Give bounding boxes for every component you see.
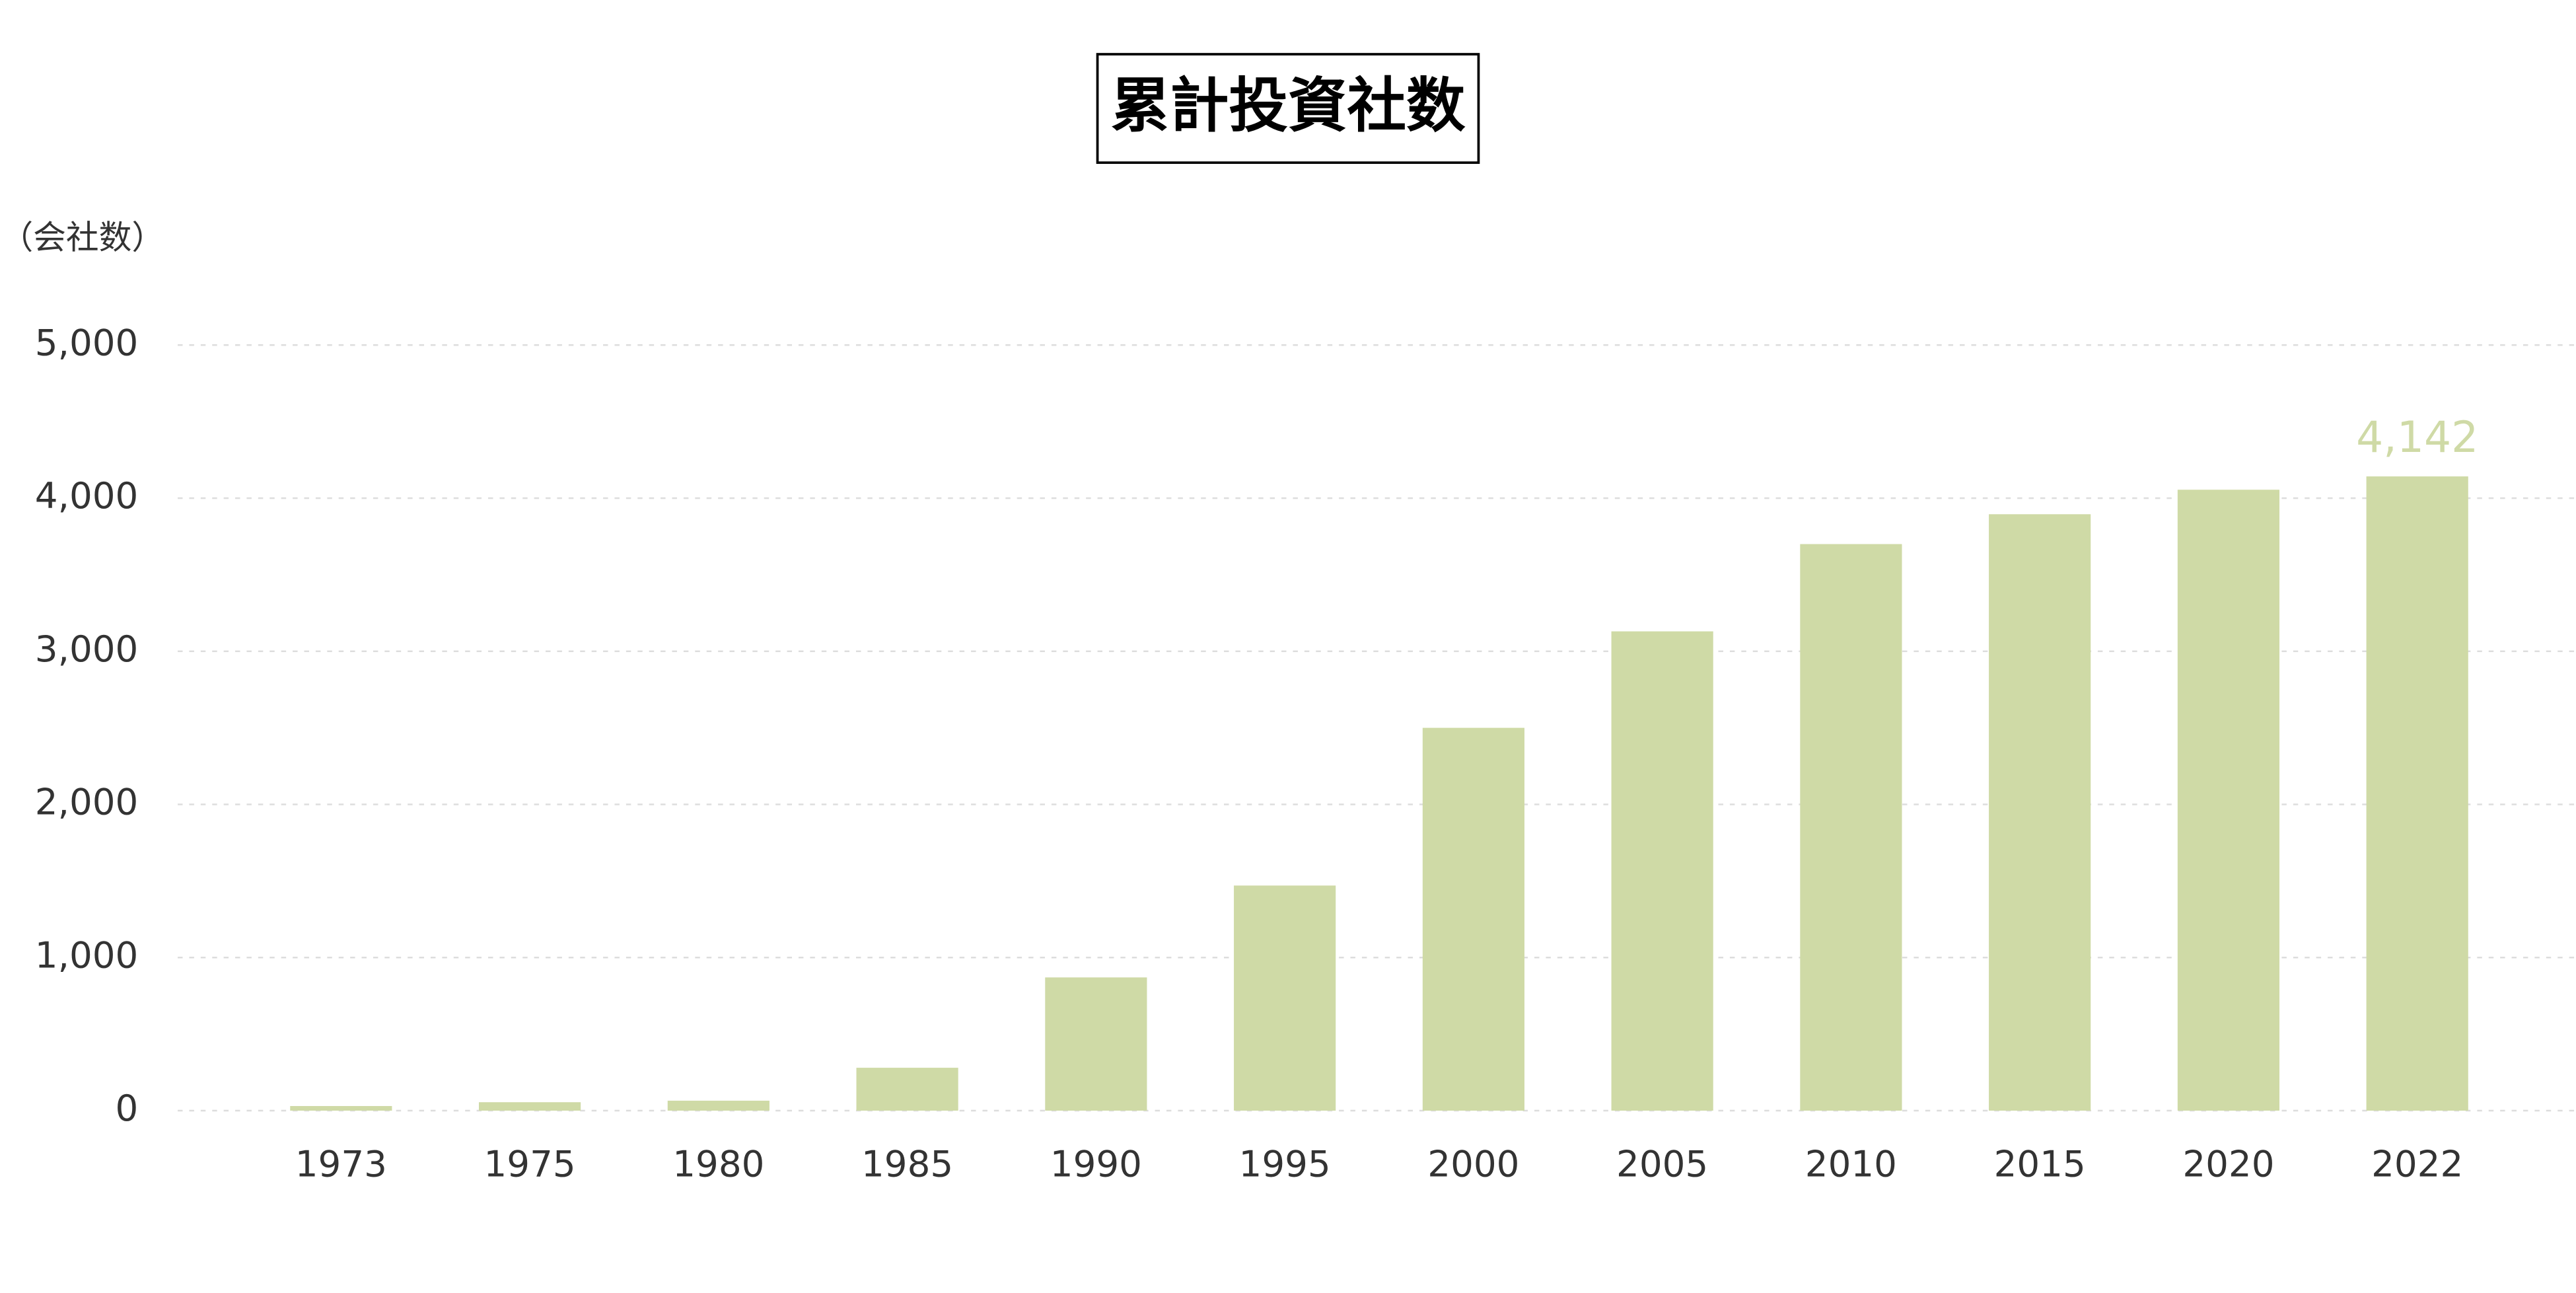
x-tick-label: 1975 [484,1143,576,1185]
bar [1611,631,1713,1111]
bar [856,1068,958,1111]
x-tick-label: 1985 [861,1143,953,1185]
x-tick-label: 2022 [2371,1143,2463,1185]
x-tick-label: 2020 [2182,1143,2274,1185]
y-tick-label: 3,000 [35,628,139,670]
bar [479,1102,581,1111]
bar [1989,514,2091,1111]
bar [290,1106,392,1111]
bar [1800,544,1902,1111]
y-axis-label: （会社数） [0,219,164,257]
x-tick-label: 2005 [1616,1143,1708,1185]
x-tick-label: 1990 [1050,1143,1142,1185]
bar [2177,490,2280,1111]
bar [2366,476,2468,1111]
x-tick-label: 1995 [1239,1143,1331,1185]
title-box [1096,53,1480,165]
x-tick-label: 2010 [1805,1143,1897,1185]
bar [667,1100,769,1111]
x-tick-label: 1980 [672,1143,764,1185]
y-tick-label: 4,000 [35,474,139,517]
x-tick-label: 2015 [1994,1143,2086,1185]
bar [1045,977,1147,1111]
x-tick-label: 2000 [1427,1143,1519,1185]
y-tick-label: 1,000 [35,934,139,976]
y-tick-label: 2,000 [35,781,139,823]
x-tick-label: 1973 [295,1143,387,1185]
bar [1422,727,1524,1111]
value-label: 4,142 [2356,413,2478,462]
y-tick-label: 5,000 [35,321,139,363]
y-tick-label: 0 [116,1087,139,1129]
chart-title: 累計投資社数 [1110,72,1465,141]
bar [1234,885,1336,1111]
